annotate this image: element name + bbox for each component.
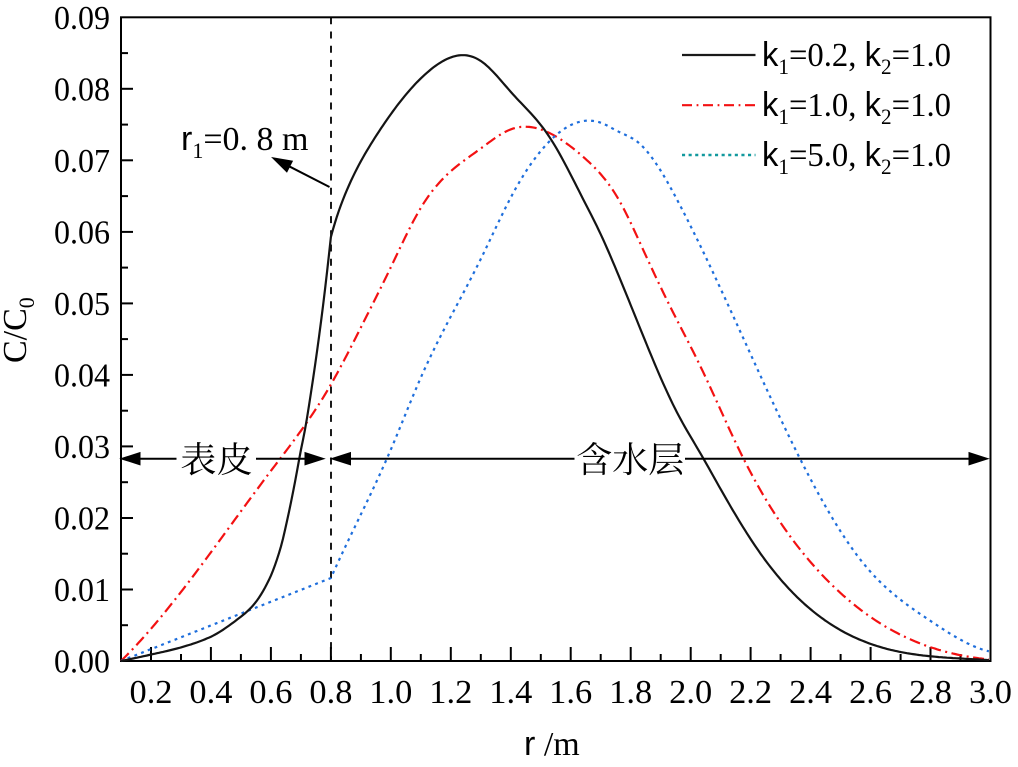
svg-text:2.6: 2.6 bbox=[849, 674, 892, 711]
svg-text:0.06: 0.06 bbox=[54, 214, 110, 251]
svg-text:0.08: 0.08 bbox=[54, 71, 110, 108]
svg-text:1.8: 1.8 bbox=[609, 674, 652, 711]
svg-text:1.6: 1.6 bbox=[549, 674, 592, 711]
svg-text:1.0: 1.0 bbox=[369, 674, 412, 711]
svg-text:0.07: 0.07 bbox=[54, 143, 110, 180]
svg-text:r1=0. 8 m: r1=0. 8 m bbox=[181, 120, 308, 163]
svg-text:2.2: 2.2 bbox=[729, 674, 772, 711]
svg-text:0.05: 0.05 bbox=[54, 286, 110, 323]
svg-text:2.4: 2.4 bbox=[789, 674, 832, 711]
svg-text:0.01: 0.01 bbox=[54, 572, 110, 609]
svg-text:0.6: 0.6 bbox=[249, 674, 292, 711]
svg-text:k1=0.2, k2=1.0: k1=0.2, k2=1.0 bbox=[762, 36, 951, 79]
svg-text:0.04: 0.04 bbox=[54, 357, 110, 394]
svg-text:0.8: 0.8 bbox=[309, 674, 352, 711]
svg-text:0.4: 0.4 bbox=[189, 674, 232, 711]
svg-text:0.09: 0.09 bbox=[54, 0, 110, 37]
svg-text:r /m: r /m bbox=[524, 725, 580, 763]
svg-text:k1=1.0, k2=1.0: k1=1.0, k2=1.0 bbox=[762, 86, 951, 129]
svg-text:0.02: 0.02 bbox=[54, 501, 110, 538]
svg-text:0.00: 0.00 bbox=[54, 644, 110, 681]
svg-text:k1=5.0, k2=1.0: k1=5.0, k2=1.0 bbox=[762, 136, 951, 179]
svg-text:1.4: 1.4 bbox=[489, 674, 532, 711]
svg-text:0.03: 0.03 bbox=[54, 429, 110, 466]
svg-text:1.2: 1.2 bbox=[429, 674, 472, 711]
svg-text:3.0: 3.0 bbox=[969, 674, 1012, 711]
svg-text:0.2: 0.2 bbox=[130, 674, 173, 711]
svg-text:2.0: 2.0 bbox=[669, 674, 712, 711]
svg-text:2.8: 2.8 bbox=[909, 674, 952, 711]
